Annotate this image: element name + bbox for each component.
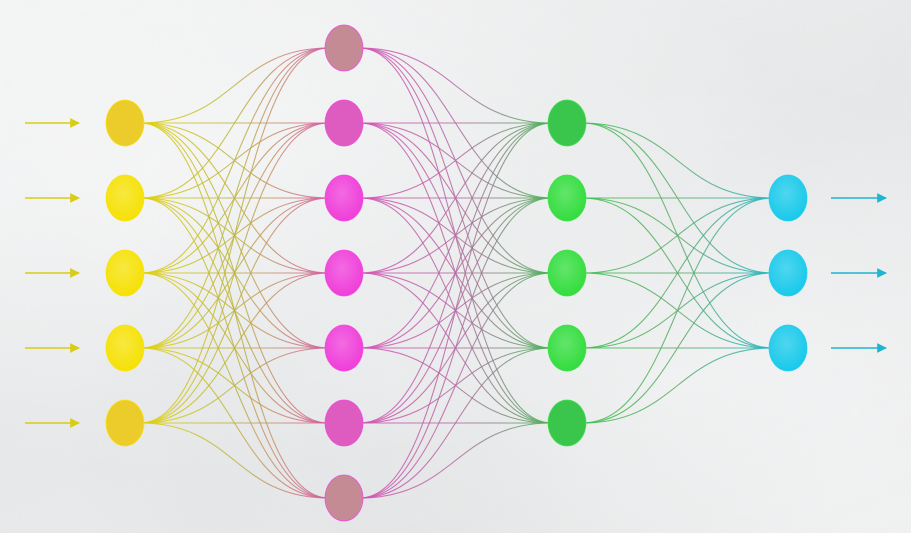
edge-l0n3-l1n0 — [140, 47, 329, 349]
hidden-1-node-7 — [324, 474, 364, 522]
hidden-1-node-4 — [324, 249, 364, 297]
edge-l1n5-l2n0 — [359, 122, 552, 424]
input-node-1 — [105, 99, 145, 147]
edge-l1n0-l2n0 — [359, 47, 552, 124]
edge-l1n6-l2n2 — [359, 272, 552, 499]
output-node-2 — [768, 249, 808, 297]
connection-lines — [140, 47, 773, 499]
edge-l1n6-l2n0 — [359, 122, 552, 499]
edge-l0n4-l1n1 — [140, 122, 329, 424]
edge-l0n1-l1n0 — [140, 47, 329, 199]
edge-l2n4-l3n0 — [582, 197, 773, 424]
edge-l2n0-l3n0 — [582, 122, 773, 199]
edge-l1n6-l2n3 — [359, 347, 552, 499]
input-node-3 — [105, 249, 145, 297]
hidden-1-node-5 — [324, 324, 364, 372]
hidden-1-node-1 — [324, 24, 364, 72]
output-node-1 — [768, 174, 808, 222]
input-node-2 — [105, 174, 145, 222]
edge-l2n3-l3n0 — [582, 197, 773, 349]
neuron-nodes — [105, 24, 808, 522]
edge-l0n4-l1n4 — [140, 347, 329, 424]
edge-l2n2-l3n0 — [582, 197, 773, 274]
edge-l0n2-l1n0 — [140, 47, 329, 274]
edge-l1n2-l2n0 — [359, 122, 552, 199]
edge-l0n4-l1n0 — [140, 47, 329, 424]
hidden-2-node-5 — [547, 399, 587, 447]
hidden-1-node-2 — [324, 99, 364, 147]
hidden-1-node-6 — [324, 399, 364, 447]
edge-l1n6-l2n4 — [359, 422, 552, 499]
hidden-2-node-4 — [547, 324, 587, 372]
edge-l0n0-l1n0 — [140, 47, 329, 124]
edge-l0n4-l1n3 — [140, 272, 329, 424]
output-node-3 — [768, 324, 808, 372]
input-node-4 — [105, 324, 145, 372]
edge-l1n3-l2n0 — [359, 122, 552, 274]
hidden-1-node-3 — [324, 174, 364, 222]
io-arrows — [25, 118, 887, 428]
hidden-2-node-1 — [547, 99, 587, 147]
edge-l0n4-l1n2 — [140, 197, 329, 424]
edge-l0n4-l1n6 — [140, 422, 329, 499]
edge-l1n4-l2n0 — [359, 122, 552, 349]
input-node-5 — [105, 399, 145, 447]
edge-l1n6-l2n1 — [359, 197, 552, 499]
hidden-2-node-3 — [547, 249, 587, 297]
edge-l2n4-l3n2 — [582, 347, 773, 424]
edge-l2n4-l3n1 — [582, 272, 773, 424]
hidden-2-node-2 — [547, 174, 587, 222]
